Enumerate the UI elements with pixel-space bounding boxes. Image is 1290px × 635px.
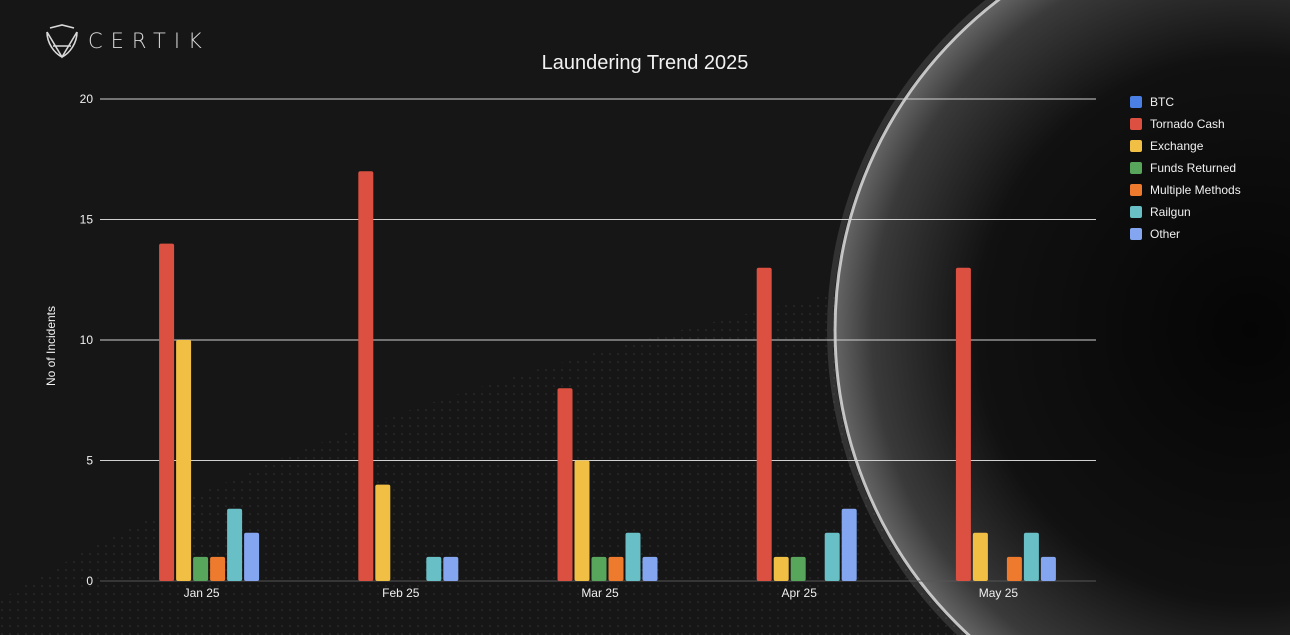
legend-item[interactable]: Tornado Cash [1130,113,1241,135]
bar-other [443,556,459,581]
x-tick-label: Mar 25 [581,586,619,600]
bar-multiple-methods [1006,556,1022,581]
bar-tornado-cash [358,171,374,582]
y-tick-label: 5 [86,454,93,468]
legend-item[interactable]: BTC [1130,91,1241,113]
legend-item[interactable]: Other [1130,223,1241,245]
bar-railgun [227,508,243,581]
legend-label: Tornado Cash [1150,117,1225,131]
legend-item[interactable]: Funds Returned [1130,157,1241,179]
bar-funds-returned [193,556,209,581]
bar-multiple-methods [210,556,226,581]
chart-legend: BTC Tornado Cash Exchange Funds Returned Mul… [1130,91,1241,245]
bar-other [1040,556,1056,581]
legend-label: Railgun [1150,205,1191,219]
bar-railgun [824,532,840,581]
bar-multiple-methods [608,556,624,581]
bar-exchange [176,340,192,581]
certik-shield-icon [46,24,78,59]
bar-exchange [972,532,988,581]
legend-swatch-icon [1130,228,1142,240]
legend-swatch-icon [1130,206,1142,218]
y-tick-label: 10 [80,333,94,347]
y-tick-label: 15 [80,213,94,227]
legend-swatch-icon [1130,162,1142,174]
bar-exchange [375,484,391,581]
x-tick-label: May 25 [979,586,1019,600]
legend-item[interactable]: Multiple Methods [1130,179,1241,201]
bar-tornado-cash [557,388,573,581]
legend-label: BTC [1150,95,1174,109]
bar-railgun [1023,532,1039,581]
bar-railgun [625,532,641,581]
bar-funds-returned [790,556,806,581]
bar-exchange [574,460,590,581]
legend-swatch-icon [1130,140,1142,152]
bar-railgun [426,556,442,581]
legend-swatch-icon [1130,118,1142,130]
bar-funds-returned [591,556,607,581]
bar-exchange [773,556,789,581]
chart-title: Laundering Trend 2025 [541,52,749,74]
x-tick-label: Feb 25 [382,586,420,600]
legend-swatch-icon [1130,184,1142,196]
brand-name: CERTIK [88,29,210,53]
bar-tornado-cash [955,267,971,581]
legend-label: Other [1150,227,1181,241]
legend-swatch-icon [1130,96,1142,108]
legend-item[interactable]: Railgun [1130,201,1241,223]
bar-tornado-cash [159,243,175,581]
x-tick-label: Jan 25 [184,586,220,600]
x-tick-label: Apr 25 [782,586,818,600]
bar-tornado-cash [756,267,772,581]
bar-other [841,508,857,581]
y-tick-label: 20 [80,92,94,106]
certik-logo: CERTIK [44,23,210,59]
legend-label: Funds Returned [1150,161,1237,175]
legend-item[interactable]: Exchange [1130,135,1241,157]
legend-label: Exchange [1150,139,1204,153]
y-tick-label: 0 [86,574,93,588]
bar-other [642,556,658,581]
legend-label: Multiple Methods [1150,183,1241,197]
bar-other [244,532,260,581]
